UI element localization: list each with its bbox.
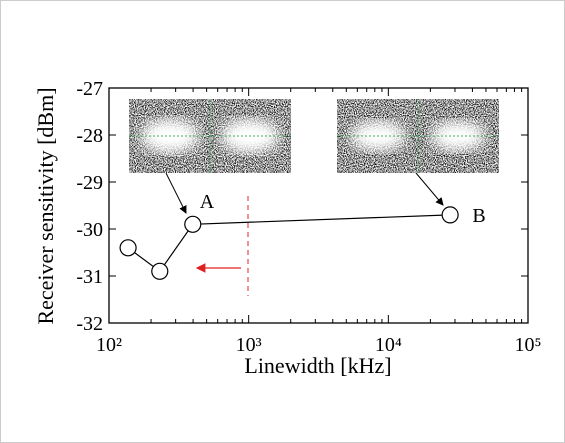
x-tick-label: 10²	[96, 334, 122, 356]
data-point	[152, 263, 168, 279]
y-tick-label: -28	[76, 125, 103, 147]
frame: A B Linewidth [kHz] Receiver sensitivity…	[0, 0, 565, 443]
x-tick-label: 10³	[236, 334, 262, 356]
series-line	[128, 215, 450, 271]
data-point	[185, 216, 201, 232]
eye-diagram	[337, 99, 499, 173]
pointer-arrow	[166, 173, 186, 213]
data-point	[120, 240, 136, 256]
y-tick-label: -29	[76, 172, 103, 194]
chart: A B Linewidth [kHz] Receiver sensitivity…	[1, 1, 564, 442]
y-tick-label: -27	[76, 78, 103, 100]
eye-diagram	[129, 99, 291, 173]
annotation: B	[472, 205, 485, 227]
y-tick-label: -31	[76, 266, 103, 288]
data-point	[442, 207, 458, 223]
y-tick-label: -30	[76, 219, 103, 241]
pointer-arrow	[416, 173, 443, 205]
annotation: A	[200, 191, 215, 213]
x-axis-label: Linewidth [kHz]	[244, 353, 391, 378]
y-axis-label: Receiver sensitivity [dBm]	[33, 87, 58, 324]
x-tick-label: 10⁴	[375, 334, 402, 356]
y-tick-label: -32	[76, 313, 103, 335]
x-tick-label: 10⁵	[515, 334, 542, 356]
